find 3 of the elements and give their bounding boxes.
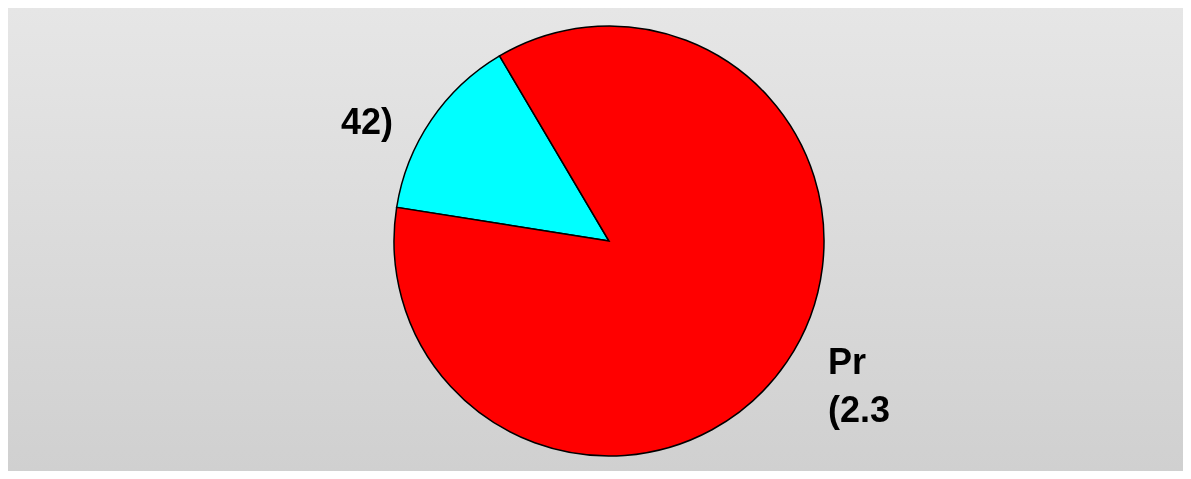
slice-label: 42) <box>340 100 393 144</box>
slice-label: Pr (2.3 <box>828 340 891 432</box>
pie-slice <box>393 25 825 457</box>
